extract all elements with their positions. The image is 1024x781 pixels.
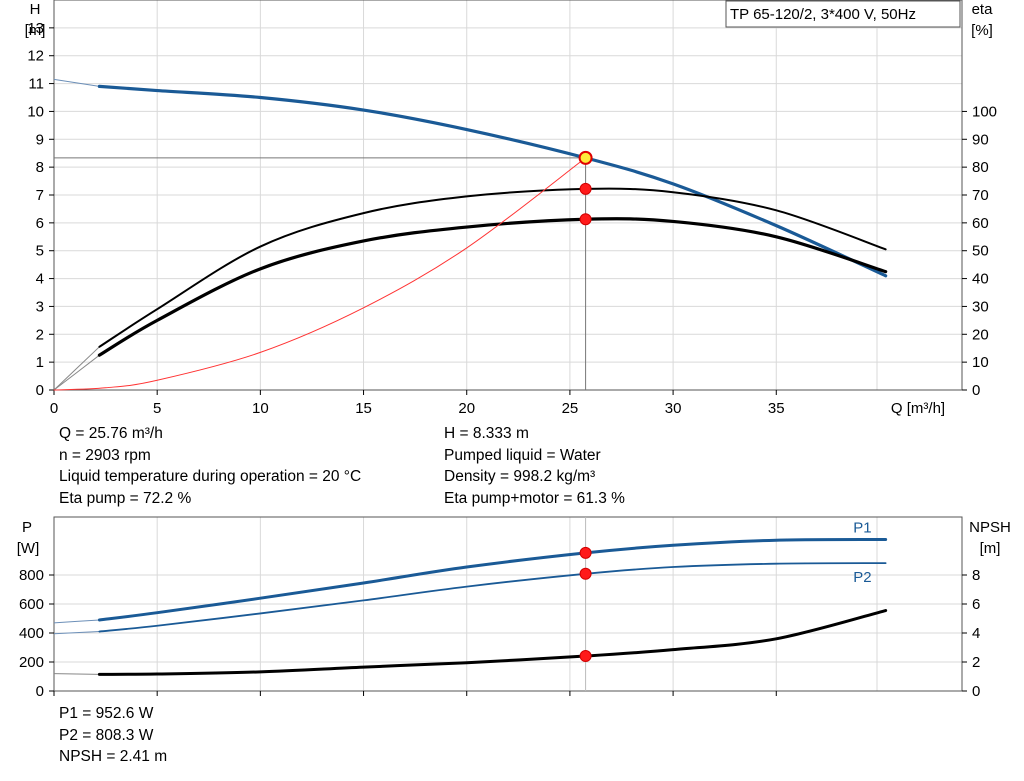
y-axis-unit-npsh: [m] bbox=[980, 540, 1001, 557]
top-xtick-label: 0 bbox=[50, 400, 58, 417]
info-p1: P1 = 952.6 W bbox=[59, 705, 154, 722]
top-ytick-right-label: 50 bbox=[972, 243, 989, 260]
info-p2: P2 = 808.3 W bbox=[59, 726, 154, 744]
series-eta_pump-extrapolation bbox=[53, 346, 100, 391]
top-xtick-label: 15 bbox=[355, 400, 372, 417]
top-xtick-label: 5 bbox=[153, 400, 161, 417]
info-eta-pump: Eta pump = 72.2 % bbox=[59, 489, 192, 507]
series-NPSH-extrapolation bbox=[53, 673, 100, 675]
top-ytick-right-label: 10 bbox=[972, 354, 989, 371]
info-top-left: Q = 25.76 m³/h n = 2903 rpm Liquid tempe… bbox=[59, 423, 361, 509]
top-ytick-left-label: 5 bbox=[36, 243, 44, 260]
top-ytick-left-label: 8 bbox=[36, 159, 44, 176]
top-ytick-left-label: 4 bbox=[36, 271, 44, 288]
bottom-ytick-left-label: 800 bbox=[19, 567, 44, 584]
top-ytick-right-label: 70 bbox=[972, 187, 989, 204]
bottom-ytick-left-label: 400 bbox=[19, 625, 44, 642]
top-ytick-right-label: 80 bbox=[972, 159, 989, 176]
bottom-operating-dot-2 bbox=[579, 650, 592, 663]
bottom-ytick-right-label: 2 bbox=[972, 654, 980, 671]
top-ytick-left-label: 10 bbox=[27, 103, 44, 120]
info-flow: Q = 25.76 m³/h bbox=[59, 425, 163, 442]
info-liquid-temperature: Liquid temperature during operation = 20… bbox=[59, 468, 362, 486]
top-xtick-label: 30 bbox=[665, 400, 682, 417]
series-eta-total-curve bbox=[97, 217, 888, 357]
y-axis-unit-eta: [%] bbox=[971, 22, 993, 39]
series-eta_total-extrapolation bbox=[53, 354, 100, 391]
series-H-extrapolation bbox=[53, 78, 100, 87]
series-label-p1: P1 bbox=[853, 519, 871, 536]
series-eta-pump-curve bbox=[98, 187, 887, 348]
top-operating-dot-1 bbox=[579, 182, 592, 195]
y-axis-label-head: H bbox=[30, 1, 41, 18]
top-xtick-label: 10 bbox=[252, 400, 269, 417]
top-ytick-right-label: 40 bbox=[972, 271, 989, 288]
series-npsh-curve bbox=[97, 609, 888, 676]
bottom-operating-dot-0 bbox=[579, 546, 592, 559]
top-ytick-left-label: 1 bbox=[36, 354, 44, 371]
duty-point-marker bbox=[578, 150, 593, 165]
info-npsh: NPSH = 2.41 m bbox=[59, 748, 168, 766]
bottom-ytick-left-label: 600 bbox=[19, 596, 44, 613]
y-axis-unit-head: [m] bbox=[25, 22, 46, 39]
top-ytick-right-label: 60 bbox=[972, 215, 989, 232]
top-ytick-left-label: 12 bbox=[27, 48, 44, 65]
bottom-ytick-right-label: 6 bbox=[972, 596, 980, 613]
top-xtick-label: 25 bbox=[562, 400, 579, 417]
series-label-p2: P2 bbox=[853, 569, 871, 586]
top-ytick-right-label: 30 bbox=[972, 298, 989, 315]
info-bottom: P1 = 952.6 W P2 = 808.3 W NPSH = 2.41 m bbox=[59, 703, 167, 768]
y-axis-label-npsh: NPSH bbox=[969, 519, 1011, 536]
top-ytick-right-label: 0 bbox=[972, 382, 980, 399]
top-ytick-right-label: 100 bbox=[972, 103, 997, 120]
bottom-ytick-left-label: 200 bbox=[19, 654, 44, 671]
top-ytick-right-label: 20 bbox=[972, 326, 989, 343]
top-ytick-right-label: 90 bbox=[972, 131, 989, 148]
info-head: H = 8.333 m bbox=[444, 425, 529, 442]
series-system-curve bbox=[53, 157, 587, 391]
info-pumped-liquid: Pumped liquid = Water bbox=[444, 446, 601, 464]
y-axis-label-eta: eta bbox=[972, 1, 994, 18]
top-ytick-left-label: 6 bbox=[36, 215, 44, 232]
series-P1-extrapolation bbox=[53, 619, 100, 624]
top-ytick-left-label: 2 bbox=[36, 326, 44, 343]
top-ytick-left-label: 0 bbox=[36, 382, 44, 399]
y-axis-unit-power: [W] bbox=[17, 540, 40, 557]
info-top-right: H = 8.333 m Pumped liquid = Water Densit… bbox=[444, 423, 625, 509]
top-ytick-left-label: 11 bbox=[28, 76, 44, 93]
info-speed: n = 2903 rpm bbox=[59, 446, 151, 464]
bottom-ytick-left-label: 0 bbox=[36, 683, 44, 700]
info-eta-pump-motor: Eta pump+motor = 61.3 % bbox=[444, 489, 625, 507]
bottom-operating-dot-1 bbox=[579, 567, 592, 580]
series-p2-curve bbox=[98, 562, 887, 633]
chart-title-box-text: TP 65-120/2, 3*400 V, 50Hz bbox=[730, 6, 916, 23]
top-ytick-left-label: 9 bbox=[36, 131, 44, 148]
series-h-curve bbox=[97, 84, 888, 278]
info-density: Density = 998.2 kg/m³ bbox=[444, 468, 596, 486]
top-operating-dot-2 bbox=[579, 213, 592, 226]
bottom-ytick-right-label: 4 bbox=[972, 625, 980, 642]
top-ytick-left-label: 7 bbox=[36, 187, 44, 204]
bottom-ytick-right-label: 8 bbox=[972, 567, 980, 584]
top-xtick-label: 35 bbox=[768, 400, 785, 417]
x-axis-label: Q [m³/h] bbox=[891, 400, 945, 417]
series-p1-curve bbox=[97, 537, 888, 622]
series-P2-extrapolation bbox=[53, 631, 100, 635]
title-box bbox=[725, 0, 961, 28]
y-axis-label-power: P bbox=[22, 519, 32, 536]
bottom-ytick-right-label: 0 bbox=[972, 683, 980, 700]
top-ytick-left-label: 3 bbox=[36, 298, 44, 315]
top-ytick-left-label: 13 bbox=[27, 20, 44, 37]
top-xtick-label: 20 bbox=[458, 400, 475, 417]
